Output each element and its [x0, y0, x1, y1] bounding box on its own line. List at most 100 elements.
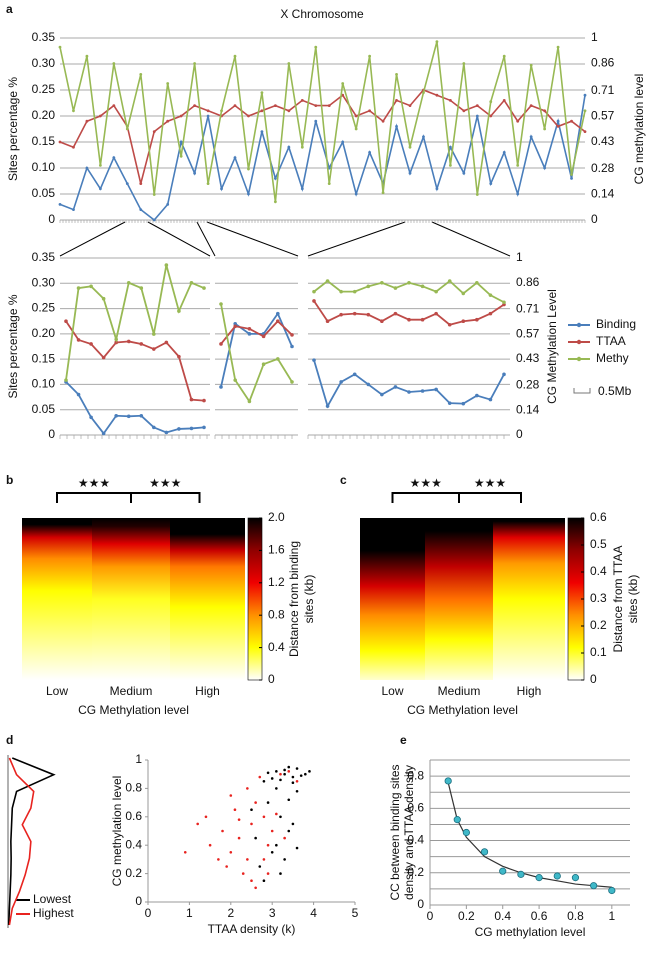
- point: [139, 73, 143, 76]
- scatter-point: [308, 770, 311, 773]
- y-tick-label: 0: [591, 212, 598, 226]
- point: [139, 182, 143, 186]
- scatter-point: [229, 794, 233, 797]
- point: [327, 182, 331, 186]
- point: [58, 203, 62, 206]
- scatter-point: [295, 789, 299, 793]
- point: [206, 114, 210, 118]
- x-tick-label: 1: [608, 909, 615, 923]
- point: [276, 357, 280, 361]
- point: [435, 40, 439, 44]
- scatter-point: [553, 872, 561, 880]
- point: [325, 319, 330, 324]
- point: [420, 389, 425, 393]
- point: [287, 62, 291, 65]
- y-tick-label: 1: [591, 30, 598, 44]
- y-tick-label: 0.86: [516, 275, 540, 289]
- legend-marker: [576, 356, 582, 362]
- point: [189, 426, 194, 431]
- scatter-point: [299, 774, 303, 777]
- point: [368, 54, 372, 58]
- scatter-point: [275, 843, 278, 847]
- point: [314, 104, 318, 107]
- point: [393, 385, 398, 389]
- point: [407, 390, 411, 394]
- point: [314, 119, 318, 123]
- point: [89, 342, 93, 346]
- point: [247, 167, 250, 171]
- point: [260, 109, 264, 113]
- point: [164, 263, 169, 267]
- scatter-point: [254, 886, 257, 890]
- colorbar-tick-label: 0.2: [590, 618, 607, 632]
- scatter-point: [535, 874, 543, 882]
- scatter-point: [246, 787, 249, 790]
- point: [233, 324, 237, 329]
- colorbar-tick-label: 0.8: [268, 607, 285, 621]
- significance-stars: ★★★: [474, 476, 506, 490]
- y-tick-label: 0.05: [32, 402, 56, 416]
- y2-axis-title: CG Methylation Level: [545, 289, 559, 404]
- point: [327, 104, 331, 107]
- point: [570, 119, 573, 123]
- y-tick-label: 1: [135, 752, 142, 766]
- scatter-point: [204, 815, 208, 819]
- point: [64, 319, 68, 324]
- point: [475, 393, 479, 398]
- point: [488, 293, 493, 297]
- legend-label: Binding: [596, 317, 636, 331]
- point: [448, 145, 452, 149]
- point: [89, 284, 93, 289]
- point: [98, 187, 102, 191]
- point: [64, 378, 68, 382]
- x-tick-label: Medium: [438, 684, 481, 698]
- scatter-point: [499, 867, 507, 875]
- point: [89, 415, 93, 420]
- point: [261, 334, 266, 339]
- x-tick-label: 2: [227, 906, 234, 920]
- point: [152, 425, 156, 430]
- point: [290, 380, 294, 384]
- point: [489, 100, 493, 104]
- point: [98, 164, 102, 167]
- point: [380, 319, 384, 324]
- point: [300, 187, 304, 191]
- point: [583, 109, 587, 113]
- y-tick-label: 0.2: [407, 865, 424, 879]
- scatter-point: [266, 872, 270, 875]
- point: [352, 289, 357, 294]
- point: [177, 309, 181, 313]
- point: [300, 145, 304, 149]
- point: [58, 140, 62, 144]
- point: [516, 119, 520, 123]
- point: [114, 337, 118, 342]
- scatter-point: [291, 822, 295, 826]
- y-tick-label: 0.10: [32, 160, 56, 174]
- significance-stars: ★★★: [410, 476, 442, 490]
- point: [276, 319, 280, 324]
- point: [179, 140, 183, 144]
- scatter-point: [254, 836, 257, 840]
- scatter-point: [291, 775, 295, 779]
- point: [462, 62, 466, 65]
- point: [529, 135, 533, 139]
- scatter-point: [196, 822, 199, 826]
- point: [260, 91, 264, 94]
- point: [556, 119, 560, 123]
- point: [125, 182, 129, 186]
- point: [434, 311, 438, 316]
- colorbar-title: Distance from binding: [287, 541, 301, 657]
- heatmap-column: [425, 518, 493, 680]
- point: [177, 354, 181, 359]
- point: [339, 289, 343, 294]
- point: [261, 362, 266, 367]
- x-axis-title: TTAA density (k): [208, 922, 296, 936]
- point: [206, 109, 210, 113]
- point: [202, 425, 206, 430]
- point: [126, 414, 131, 419]
- scatter-point: [279, 772, 282, 776]
- point: [72, 208, 75, 212]
- point: [516, 192, 520, 196]
- significance-bracket: [56, 492, 132, 503]
